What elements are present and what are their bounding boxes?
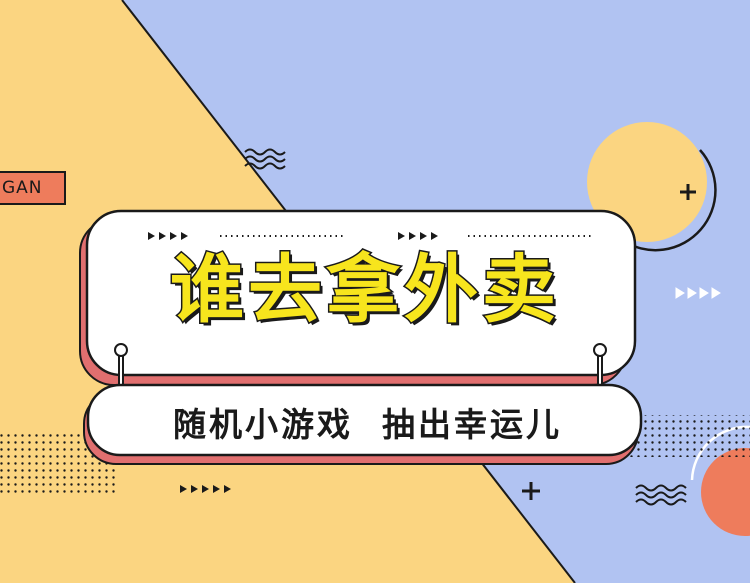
arrow-triangles-icon — [148, 232, 438, 240]
banner-title: 谁去拿外卖 — [169, 246, 560, 335]
arrow-triangles-icon — [675, 287, 721, 299]
plus-icon — [680, 184, 696, 200]
slogan-tag: GAN — [0, 171, 66, 205]
wave-icon — [635, 484, 687, 506]
arrow-triangles-icon — [180, 485, 231, 493]
banner-subtitle: 随机小游戏 抽出幸运儿 — [173, 405, 562, 444]
subtitle-pill — [86, 383, 643, 457]
dot-grid-icon — [625, 415, 750, 457]
yellow-circle-outline — [621, 149, 717, 252]
plus-icon — [522, 482, 540, 500]
coral-circle — [701, 448, 750, 536]
title-card — [85, 209, 637, 377]
wave-icon — [244, 148, 286, 170]
yellow-circle — [587, 122, 707, 242]
